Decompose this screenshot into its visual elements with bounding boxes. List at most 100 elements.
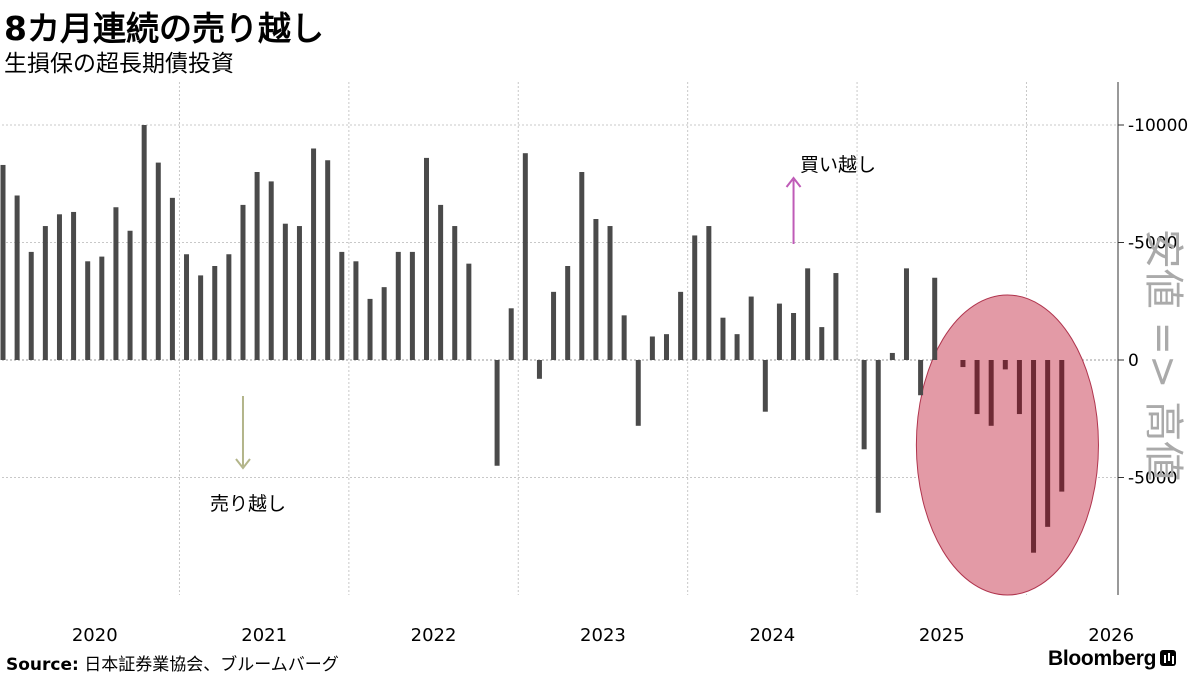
bar — [536, 360, 542, 379]
bar — [932, 277, 938, 360]
bar — [1045, 360, 1051, 527]
bar — [565, 266, 571, 360]
bar — [254, 172, 260, 360]
bar — [169, 197, 175, 360]
bar — [1016, 360, 1022, 415]
bars — [0, 125, 1065, 553]
logo-text: Bloomberg — [1048, 647, 1157, 670]
bar — [974, 360, 980, 415]
x-tick-label: 2020 — [72, 625, 118, 646]
bar — [819, 327, 825, 360]
x-tick-label: 2025 — [919, 625, 965, 646]
bar — [903, 268, 909, 360]
bar — [678, 291, 684, 360]
source-label: Source: — [6, 655, 79, 675]
bar — [1059, 360, 1065, 492]
bar — [42, 226, 48, 360]
bar-chart-icon — [1160, 650, 1177, 666]
y-axis: -10000 -5000 0 -5000 — [1117, 82, 1188, 595]
bar — [861, 360, 867, 450]
bar — [71, 211, 77, 360]
bar — [367, 298, 373, 360]
bar — [438, 204, 444, 360]
bar — [692, 235, 698, 360]
y-tick-label: -5000 — [1128, 234, 1177, 254]
bar — [99, 256, 105, 360]
bar — [198, 275, 204, 360]
source-text: 日本証券業協会、ブルームバーグ — [84, 655, 339, 675]
sell-annotation: 売り越し — [210, 493, 286, 515]
bar — [960, 360, 966, 368]
bar — [706, 226, 712, 360]
bar — [28, 251, 34, 360]
bar — [0, 164, 6, 360]
buy-arrowhead-icon — [785, 176, 802, 188]
bar — [56, 214, 62, 360]
bar — [14, 195, 20, 360]
sell-arrowhead-icon — [235, 458, 251, 470]
bar — [805, 268, 811, 360]
bar — [522, 153, 528, 360]
bar — [776, 303, 782, 360]
bar — [141, 125, 147, 360]
bar — [226, 254, 232, 360]
y-tick-label: -5000 — [1128, 469, 1177, 489]
bar — [184, 254, 190, 360]
bar — [339, 251, 345, 360]
bar — [424, 157, 430, 360]
bar — [918, 360, 924, 396]
source-note: Source: 日本証券業協会、ブルームバーグ — [6, 650, 339, 675]
bar — [381, 287, 387, 360]
bar — [1031, 360, 1037, 553]
bar — [663, 334, 669, 360]
bar — [875, 360, 881, 513]
bar — [494, 360, 500, 466]
bar — [551, 291, 557, 360]
y-tick-label: 0 — [1128, 351, 1139, 371]
bar — [748, 296, 754, 360]
bar — [296, 226, 302, 360]
highlight-layer — [915, 294, 1099, 596]
x-gridlines — [178, 82, 1027, 595]
chart-subtitle: 生損保の超長期債投資 — [4, 51, 234, 77]
bar — [85, 261, 91, 360]
bar — [1002, 360, 1008, 370]
x-tick-label: 2021 — [241, 625, 287, 646]
highlight-ellipse — [915, 294, 1099, 596]
y-axis-title: 安値 => 高値 — [1140, 229, 1186, 481]
x-axis: 2020 2021 2022 2023 2024 2025 2026 — [72, 625, 1134, 646]
bar — [212, 266, 218, 360]
bar — [155, 162, 161, 360]
bar — [593, 219, 599, 360]
bloomberg-logo: Bloomberg — [1048, 647, 1177, 671]
bar — [409, 251, 415, 360]
bar — [833, 273, 839, 360]
bar — [353, 261, 359, 360]
bar — [579, 172, 585, 360]
bar — [988, 360, 994, 426]
buy-annotation: 買い越し — [800, 154, 876, 176]
bar — [649, 336, 655, 360]
bar — [268, 181, 274, 360]
bar — [607, 226, 613, 360]
bar — [762, 360, 768, 412]
x-tick-label: 2026 — [1088, 625, 1134, 646]
bar — [734, 334, 740, 360]
x-tick-label: 2023 — [580, 625, 626, 646]
bar — [395, 251, 401, 360]
bar — [282, 223, 288, 360]
y-tick-label: -10000 — [1128, 116, 1188, 136]
bar — [452, 226, 458, 360]
chart-title: 8カ月連続の売り越し — [4, 9, 324, 48]
bar — [466, 263, 472, 360]
bar — [325, 160, 331, 360]
bar — [889, 352, 895, 360]
x-tick-label: 2022 — [411, 625, 457, 646]
bar — [635, 360, 641, 426]
x-tick-label: 2024 — [749, 625, 795, 646]
bar — [113, 207, 119, 360]
bar — [621, 315, 627, 360]
bar — [127, 230, 133, 360]
